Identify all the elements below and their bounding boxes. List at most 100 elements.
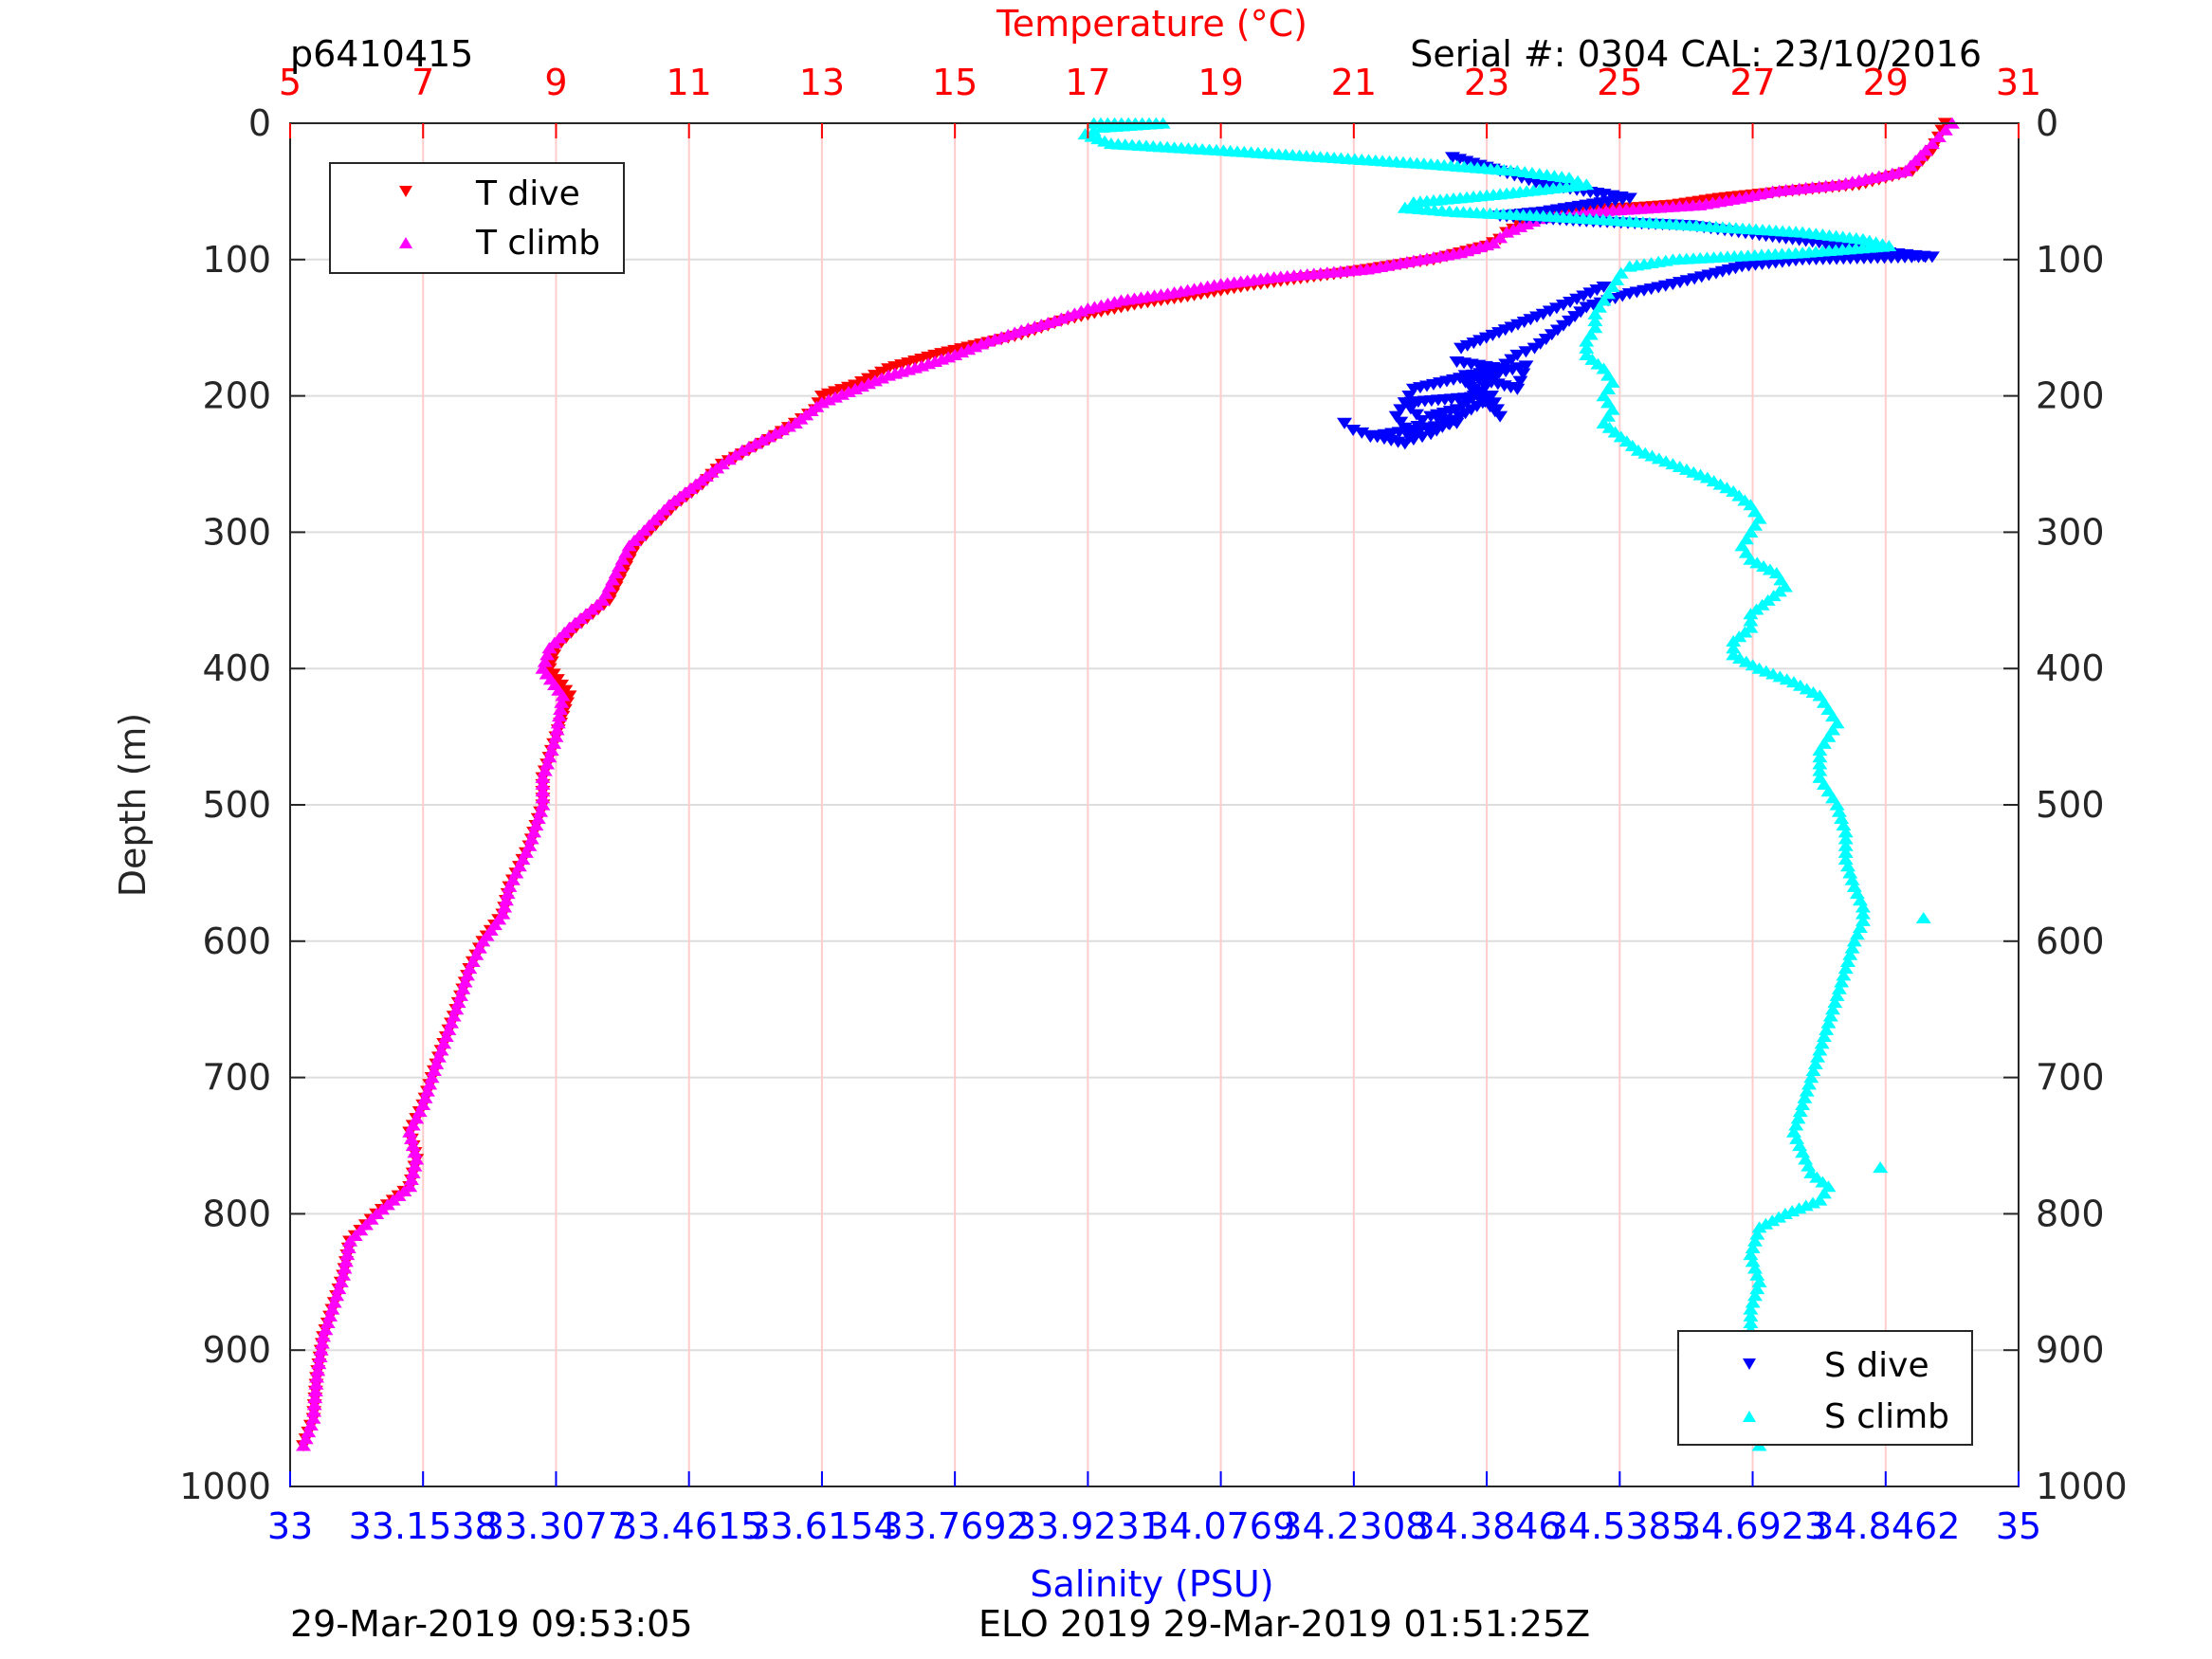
data-point xyxy=(1812,751,1828,763)
data-point xyxy=(322,1309,338,1322)
data-point xyxy=(305,1412,321,1424)
data-point xyxy=(1797,1091,1813,1103)
data-point xyxy=(403,1132,419,1144)
data-point xyxy=(1402,403,1418,415)
data-point xyxy=(1743,1249,1759,1261)
data-point xyxy=(543,744,559,757)
data-point xyxy=(340,1241,356,1253)
depth-tick-label-right: 100 xyxy=(2036,239,2105,281)
temperature-legend: T dive T climb xyxy=(329,162,625,274)
depth-tick-label-right: 700 xyxy=(2036,1057,2105,1099)
data-point xyxy=(535,771,551,783)
data-point xyxy=(333,1275,349,1287)
data-point xyxy=(459,969,475,981)
data-point xyxy=(1587,315,1603,327)
data-point xyxy=(314,1337,330,1349)
data-point xyxy=(1354,427,1370,439)
data-point xyxy=(1805,1065,1821,1077)
data-point xyxy=(403,1174,419,1186)
data-point xyxy=(318,1323,334,1336)
data-point xyxy=(402,1125,418,1138)
data-point xyxy=(296,1439,312,1451)
data-point xyxy=(539,757,556,770)
data-point xyxy=(457,975,473,988)
data-point xyxy=(1819,1023,1835,1035)
temperature-tick-label: 9 xyxy=(544,62,567,103)
depth-tick-label-right: 900 xyxy=(2036,1329,2105,1371)
data-point xyxy=(1518,346,1534,358)
data-point xyxy=(407,1159,423,1172)
temperature-axis-label: Temperature (°C) xyxy=(996,3,1307,45)
temperature-tick-label: 13 xyxy=(799,62,845,103)
data-point xyxy=(1415,414,1431,427)
data-point xyxy=(1746,1262,1763,1274)
data-point xyxy=(422,1078,438,1090)
data-point xyxy=(1801,1078,1817,1090)
data-point xyxy=(462,962,478,975)
salinity-legend: S dive S climb xyxy=(1677,1330,1973,1446)
data-point xyxy=(1562,172,1578,184)
data-point xyxy=(1822,1010,1838,1022)
data-point xyxy=(419,1085,435,1097)
data-point xyxy=(307,1384,323,1396)
data-point xyxy=(1829,989,1845,1001)
data-point xyxy=(1397,422,1413,434)
depth-axis-label: Depth (m) xyxy=(112,713,154,898)
data-point xyxy=(1362,429,1379,442)
data-point xyxy=(1743,1303,1759,1315)
series-t-climb xyxy=(296,117,1960,1451)
data-point xyxy=(1745,1241,1761,1253)
data-point xyxy=(1844,873,1860,885)
data-point xyxy=(533,805,549,817)
data-point xyxy=(1795,1098,1811,1110)
data-point xyxy=(1596,281,1612,293)
data-point xyxy=(1408,409,1424,421)
temperature-tick-label: 15 xyxy=(932,62,978,103)
series-s-climb xyxy=(1077,117,1931,1451)
data-point xyxy=(528,819,544,831)
data-point xyxy=(309,1371,325,1383)
data-point xyxy=(1337,417,1353,429)
data-point xyxy=(555,689,571,702)
data-point xyxy=(1743,1317,1759,1329)
data-point xyxy=(1839,955,1856,967)
depth-tick-label-right: 200 xyxy=(2036,375,2105,417)
data-point xyxy=(326,1296,342,1308)
data-point xyxy=(1812,1044,1828,1056)
data-point xyxy=(1807,1057,1823,1069)
data-point xyxy=(433,1044,449,1056)
salinity-tick-label: 33 xyxy=(267,1505,313,1547)
legend-s-climb: S climb xyxy=(1824,1397,1949,1436)
depth-tick-label-right: 500 xyxy=(2036,784,2105,826)
axis-ticks: 0 0 100 100 200 200 300 300 400 400 500 500 600 600 70… xyxy=(179,62,2127,1547)
depth-tick-label-right: 300 xyxy=(2036,511,2105,553)
data-point xyxy=(426,1065,442,1077)
series-s-dive xyxy=(1337,152,1940,450)
data-point xyxy=(537,764,553,776)
data-point xyxy=(1842,866,1858,879)
data-point xyxy=(301,1426,317,1438)
temperature-tick-label: 5 xyxy=(279,62,302,103)
data-point xyxy=(405,1139,421,1152)
data-point xyxy=(549,723,565,736)
data-point xyxy=(1094,120,1110,133)
data-point xyxy=(497,901,513,913)
data-point xyxy=(446,1010,462,1022)
data-point xyxy=(1812,744,1828,757)
data-point xyxy=(430,1050,447,1063)
data-point xyxy=(342,1234,358,1247)
data-point xyxy=(1788,1119,1804,1131)
salinity-axis-label: Salinity (PSU) xyxy=(1030,1563,1273,1605)
depth-tick-label-left: 900 xyxy=(202,1329,271,1371)
data-point xyxy=(455,982,471,994)
data-point xyxy=(1746,1289,1763,1302)
data-point xyxy=(1499,226,1515,238)
serial-calibration: Serial #: 0304 CAL: 23/10/2016 xyxy=(1410,33,1982,75)
data-point xyxy=(523,832,539,845)
data-point xyxy=(1834,975,1850,988)
salinity-tick-label: 34.3846 xyxy=(1412,1505,1561,1547)
temperature-tick-label: 29 xyxy=(1863,62,1909,103)
temperature-tick-label: 19 xyxy=(1197,62,1243,103)
data-point xyxy=(1827,996,1843,1009)
data-point xyxy=(548,730,564,742)
